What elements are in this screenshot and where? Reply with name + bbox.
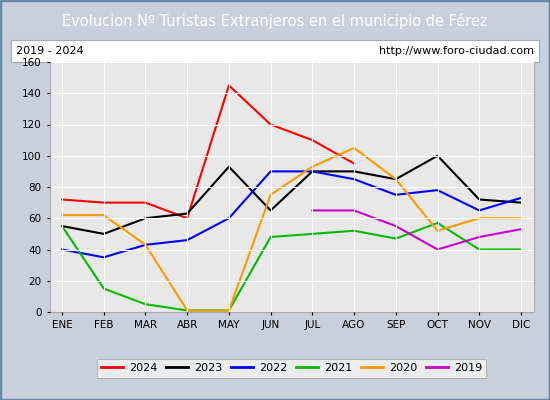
Text: Evolucion Nº Turistas Extranjeros en el municipio de Férez: Evolucion Nº Turistas Extranjeros en el … (62, 13, 488, 29)
Text: http://www.foro-ciudad.com: http://www.foro-ciudad.com (379, 46, 534, 56)
Legend: 2024, 2023, 2022, 2021, 2020, 2019: 2024, 2023, 2022, 2021, 2020, 2019 (97, 359, 486, 378)
Text: 2019 - 2024: 2019 - 2024 (16, 46, 84, 56)
